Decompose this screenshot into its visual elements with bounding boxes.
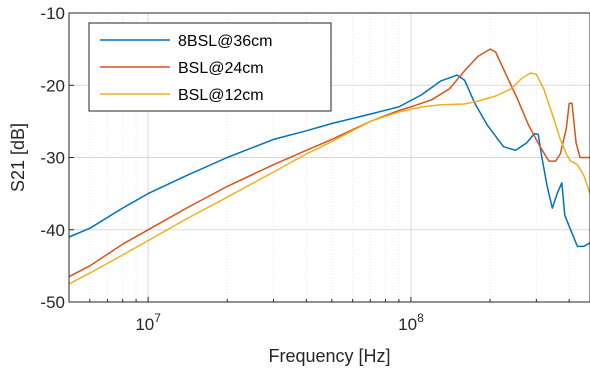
series-line-1 [68,74,590,248]
legend-label-2: BSL@24cm [178,60,264,77]
axis-ticks: -10 -20 -30 -40 -50 107 108 [40,4,570,334]
y-axis-label: S21 [dB] [8,123,28,192]
x-axis-label: Frequency [Hz] [268,346,390,366]
series-line-2 [68,48,590,278]
data-series [68,48,590,285]
y-tick-label: -50 [40,293,65,312]
y-tick-label: -40 [40,221,65,240]
x-tick-label: 107 [135,311,161,334]
legend-label-3: BSL@12cm [178,87,264,104]
y-tick-label: -10 [40,4,65,23]
y-tick-label: -20 [40,76,65,95]
y-tick-label: -30 [40,149,65,168]
x-tick-label: 108 [398,311,424,334]
legend: 8BSL@36cm BSL@24cm BSL@12cm [88,22,332,112]
series-line-3 [68,72,590,285]
legend-label-1: 8BSL@36cm [178,33,273,50]
